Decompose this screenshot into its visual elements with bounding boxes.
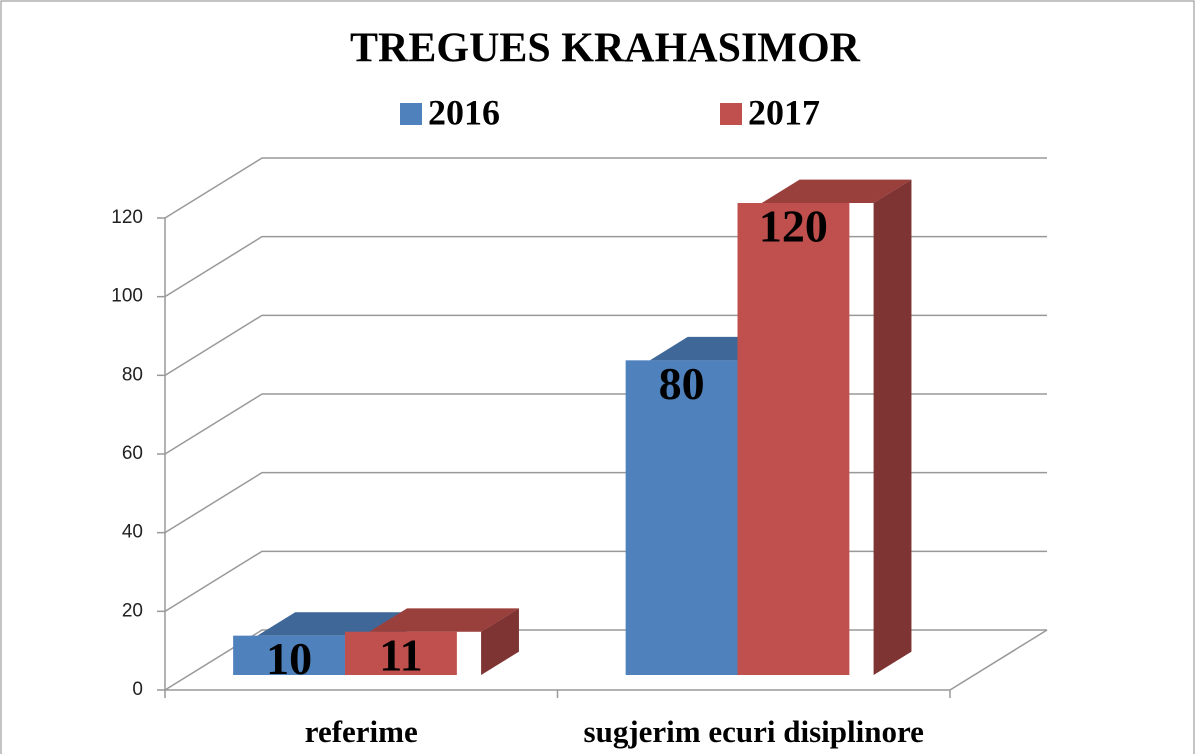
data-label: 80 [659, 358, 705, 409]
legend-label: 2016 [428, 92, 500, 132]
y-tick-label: 100 [111, 286, 143, 307]
legend-swatch [720, 103, 742, 125]
grid-line [164, 235, 1047, 298]
grid-line [164, 471, 1047, 534]
grid-line [164, 157, 1047, 219]
bar-top [257, 612, 408, 636]
bar [233, 635, 345, 675]
chart-title: TREGUES KRAHASIMOR [350, 26, 861, 72]
grid-line [164, 314, 1047, 376]
bar-side [873, 179, 912, 675]
y-tick-label: 0 [132, 679, 143, 700]
data-label: 11 [379, 629, 422, 680]
grid-line [164, 393, 1047, 455]
y-tick-label: 20 [122, 600, 143, 621]
bar [737, 203, 850, 675]
grid-line [164, 550, 1047, 612]
bar-side [481, 608, 519, 675]
bar-top-shade [257, 612, 408, 636]
legend-swatch [400, 103, 422, 125]
bar-side-shade [873, 179, 912, 675]
bar [625, 360, 738, 675]
y-tick-label: 40 [122, 522, 143, 543]
y-tick-label: 60 [122, 443, 143, 464]
bar-top [761, 179, 912, 203]
y-tick-label: 80 [122, 364, 143, 385]
data-label: 10 [266, 633, 312, 684]
bar-top-shade [369, 608, 519, 632]
bar-top-shade [761, 179, 912, 203]
bar-side-shade [481, 608, 519, 675]
legend-label: 2017 [748, 92, 820, 132]
data-label: 120 [759, 201, 828, 252]
bar-top [369, 608, 519, 632]
x-tick-label: referime [305, 714, 418, 749]
y-tick-label: 120 [111, 207, 143, 228]
bar [345, 631, 457, 675]
x-tick-label: sugjerim ecuri disiplinore [584, 714, 924, 749]
